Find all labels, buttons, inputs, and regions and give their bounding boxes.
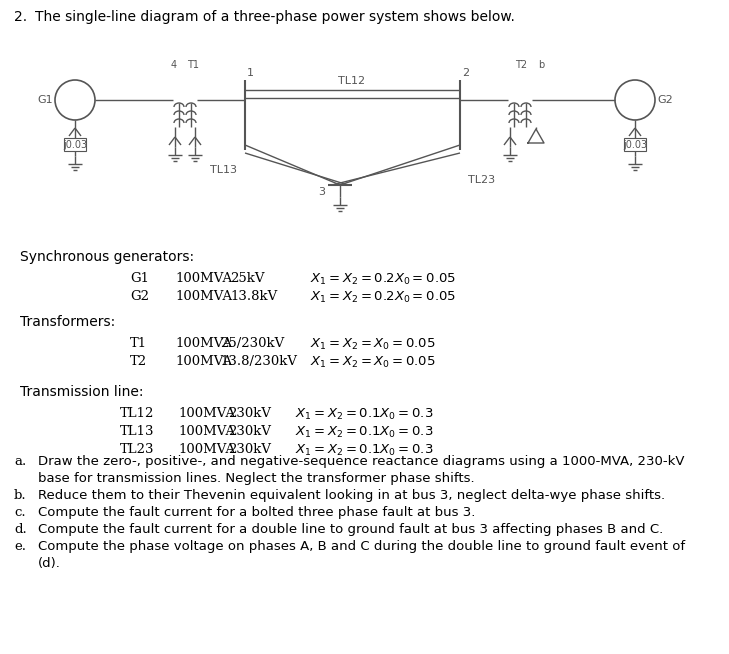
FancyBboxPatch shape	[64, 138, 86, 151]
Text: 13.8/230kV: 13.8/230kV	[220, 355, 297, 368]
Text: Compute the phase voltage on phases A, B and C during the double line to ground : Compute the phase voltage on phases A, B…	[38, 540, 685, 553]
Text: T1: T1	[130, 337, 147, 350]
Text: TL12: TL12	[338, 76, 365, 86]
Text: 1: 1	[247, 68, 254, 78]
Text: Compute the fault current for a bolted three phase fault at bus 3.: Compute the fault current for a bolted t…	[38, 506, 475, 519]
Text: TL23: TL23	[468, 175, 495, 185]
Text: Compute the fault current for a double line to ground fault at bus 3 affecting p: Compute the fault current for a double l…	[38, 523, 663, 536]
FancyBboxPatch shape	[624, 138, 646, 151]
Text: TL13: TL13	[120, 425, 155, 438]
Text: 100MVA: 100MVA	[175, 272, 232, 285]
Text: G2: G2	[657, 95, 673, 105]
Text: Transformers:: Transformers:	[20, 315, 115, 329]
Text: T2: T2	[515, 60, 527, 70]
Text: 230kV: 230kV	[228, 425, 271, 438]
Text: 100MVA: 100MVA	[175, 355, 232, 368]
Text: $X_1 = X_2 = X_0 = 0.05$: $X_1 = X_2 = X_0 = 0.05$	[310, 337, 436, 352]
Text: a.: a.	[14, 455, 26, 468]
Text: TL12: TL12	[120, 407, 155, 420]
Text: $X_1 = X_2 = 0.2X_0 = 0.05$: $X_1 = X_2 = 0.2X_0 = 0.05$	[310, 290, 456, 305]
Text: b: b	[538, 60, 545, 70]
Text: 3: 3	[318, 187, 325, 197]
Text: $X_1 = X_2 = X_0 = 0.05$: $X_1 = X_2 = X_0 = 0.05$	[310, 355, 436, 370]
Text: 25kV: 25kV	[230, 272, 265, 285]
Text: $X_1 = X_2 = 0.2X_0 = 0.05$: $X_1 = X_2 = 0.2X_0 = 0.05$	[310, 272, 456, 287]
Text: e.: e.	[14, 540, 26, 553]
Text: Draw the zero-, positive-, and negative-sequence reactance diagrams using a 1000: Draw the zero-, positive-, and negative-…	[38, 455, 685, 468]
Text: 4: 4	[171, 60, 177, 70]
Text: 100MVA: 100MVA	[178, 443, 235, 456]
Text: j0.03: j0.03	[63, 140, 87, 150]
Text: 230kV: 230kV	[228, 407, 271, 420]
Text: Synchronous generators:: Synchronous generators:	[20, 250, 194, 264]
Text: 100MVA: 100MVA	[178, 407, 235, 420]
Text: 100MVA: 100MVA	[175, 290, 232, 303]
Text: G2: G2	[130, 290, 149, 303]
Text: 100MVA: 100MVA	[178, 425, 235, 438]
Text: 25/230kV: 25/230kV	[220, 337, 284, 350]
Text: $X_1 = X_2 = 0.1X_0 = 0.3$: $X_1 = X_2 = 0.1X_0 = 0.3$	[295, 443, 434, 458]
Text: Reduce them to their Thevenin equivalent looking in at bus 3, neglect delta-wye : Reduce them to their Thevenin equivalent…	[38, 489, 665, 502]
Text: 2: 2	[462, 68, 469, 78]
Text: TL23: TL23	[120, 443, 155, 456]
Text: c.: c.	[14, 506, 26, 519]
Text: TL13: TL13	[210, 165, 237, 175]
Text: $X_1 = X_2 = 0.1X_0 = 0.3$: $X_1 = X_2 = 0.1X_0 = 0.3$	[295, 407, 434, 422]
Text: base for transmission lines. Neglect the transformer phase shifts.: base for transmission lines. Neglect the…	[38, 472, 475, 485]
Text: T1: T1	[187, 60, 199, 70]
Text: 13.8kV: 13.8kV	[230, 290, 277, 303]
Text: $X_1 = X_2 = 0.1X_0 = 0.3$: $X_1 = X_2 = 0.1X_0 = 0.3$	[295, 425, 434, 440]
Text: G1: G1	[130, 272, 149, 285]
Text: G1: G1	[37, 95, 53, 105]
Text: 230kV: 230kV	[228, 443, 271, 456]
Text: b.: b.	[14, 489, 27, 502]
Text: (d).: (d).	[38, 557, 61, 570]
Text: 2.: 2.	[14, 10, 27, 24]
Text: j0.03: j0.03	[623, 140, 647, 150]
Text: 100MVA: 100MVA	[175, 337, 232, 350]
Text: d.: d.	[14, 523, 27, 536]
Text: T2: T2	[130, 355, 147, 368]
Text: Transmission line:: Transmission line:	[20, 385, 144, 399]
Text: The single-line diagram of a three-phase power system shows below.: The single-line diagram of a three-phase…	[35, 10, 515, 24]
